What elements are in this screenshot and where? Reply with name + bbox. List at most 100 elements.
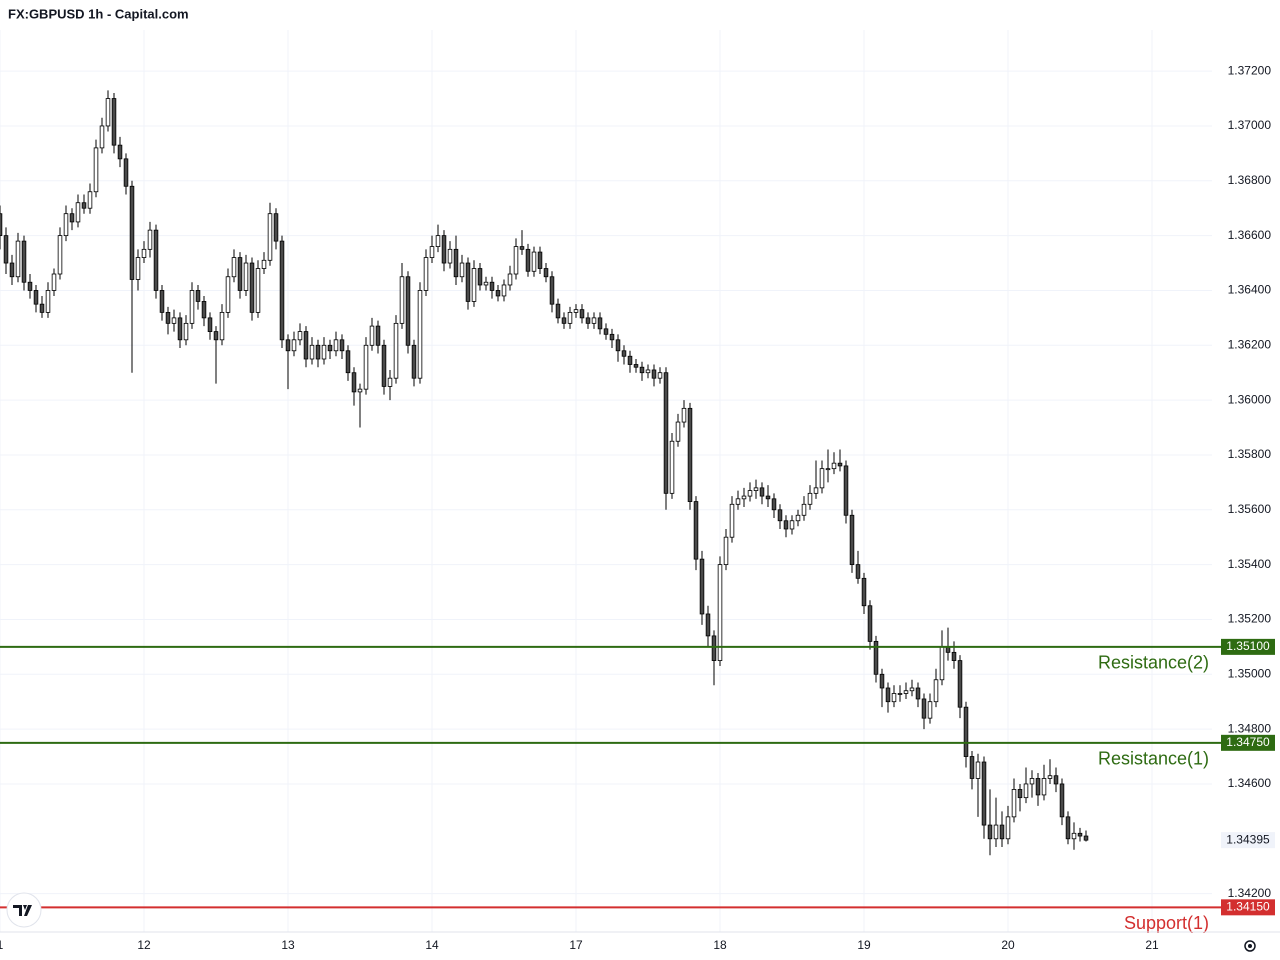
candle-body: [519, 246, 525, 250]
candle-body: [501, 284, 507, 297]
candle-body: [747, 490, 753, 497]
candle-body: [597, 317, 603, 330]
candle-body: [237, 257, 243, 291]
candle-body: [1083, 835, 1089, 841]
candle-body: [933, 679, 939, 703]
x-tick-label: 19: [857, 938, 871, 952]
candle-body: [837, 462, 843, 467]
candle-body: [963, 706, 969, 757]
candle-body: [759, 487, 765, 497]
candle-body: [807, 492, 813, 505]
candle-body: [273, 213, 279, 242]
candle-body: [639, 366, 645, 374]
candle-body: [39, 303, 45, 313]
candle-body: [771, 498, 777, 511]
level-name: Resistance(2): [1098, 653, 1209, 673]
y-tick-label: 1.34200: [1228, 886, 1272, 900]
level-name: Resistance(1): [1098, 749, 1209, 769]
candle-body: [417, 290, 423, 379]
candle-body: [1077, 832, 1083, 837]
candle-body: [471, 268, 477, 302]
candle-body: [603, 328, 609, 335]
candle-body: [609, 333, 615, 341]
candle-body: [243, 262, 249, 291]
candle-body: [495, 290, 501, 297]
grid: [0, 30, 1212, 932]
candle-body: [453, 248, 459, 278]
candle-body: [1011, 789, 1017, 818]
candle-body: [627, 355, 633, 365]
candle-body: [99, 125, 105, 149]
candle-body: [513, 246, 519, 275]
candle-body: [1029, 778, 1035, 785]
candle-body: [525, 248, 531, 272]
candle-body: [477, 268, 483, 286]
candle-body: [861, 577, 867, 607]
candle-body: [195, 290, 201, 302]
candle-body: [867, 605, 873, 642]
candle-body: [435, 235, 441, 247]
level-tag-label: 1.34150: [1226, 899, 1270, 913]
candle-body: [681, 407, 687, 423]
candle-body: [669, 440, 675, 494]
candle-body: [0, 213, 3, 237]
candle-body: [261, 259, 267, 269]
y-tick-label: 1.35800: [1228, 447, 1272, 461]
candle-body: [189, 290, 195, 324]
candle-body: [687, 407, 693, 502]
y-tick-label: 1.36400: [1228, 283, 1272, 297]
candle-body: [399, 276, 405, 324]
candle-body: [1059, 783, 1065, 818]
candle-body: [57, 235, 63, 275]
candle-body: [465, 262, 471, 302]
candle-body: [171, 317, 177, 324]
candle-body: [813, 487, 819, 494]
x-tick-label: 1: [0, 938, 4, 952]
candle-body: [69, 213, 75, 223]
candle-body: [1017, 789, 1023, 799]
candle-body: [543, 268, 549, 278]
candle-body: [705, 613, 711, 637]
candle-body: [159, 290, 165, 313]
level-tag: [1221, 638, 1275, 655]
x-tick-label: 12: [137, 938, 151, 952]
x-tick-label: 18: [713, 938, 727, 952]
candle-body: [87, 191, 93, 209]
candle-body: [489, 281, 495, 291]
candle-body: [621, 350, 627, 357]
settings-icon[interactable]: [1244, 940, 1256, 952]
candle-body: [297, 331, 303, 341]
candle-body: [447, 248, 453, 264]
candle-body: [183, 322, 189, 341]
candle-body: [921, 698, 927, 719]
y-tick-label: 1.37200: [1228, 63, 1272, 77]
candle-body: [795, 514, 801, 522]
candle-body: [249, 262, 255, 313]
candle-body: [777, 509, 783, 522]
candle-body: [765, 495, 771, 500]
candle-body: [357, 388, 363, 393]
y-tick-label: 1.34800: [1228, 721, 1272, 735]
candle-body: [507, 273, 513, 286]
logo: [6, 892, 42, 928]
candle-body: [267, 213, 273, 261]
candle-body: [33, 290, 39, 305]
candle-body: [1053, 775, 1059, 785]
candle-body: [1035, 778, 1041, 796]
candle-body: [255, 268, 261, 313]
level-tag-label: 1.34750: [1226, 735, 1270, 749]
candle-body: [969, 756, 975, 779]
candle-body: [1023, 783, 1029, 799]
candle-body: [27, 281, 33, 291]
candle-body: [939, 646, 945, 681]
candle-body: [819, 468, 825, 489]
candle-body: [735, 498, 741, 505]
candle-body: [1065, 816, 1071, 840]
candle-body: [429, 246, 435, 258]
candle-body: [219, 311, 225, 341]
y-tick-label: 1.37000: [1228, 118, 1272, 132]
candle-body: [645, 369, 651, 374]
candle-body: [333, 339, 339, 352]
candle-body: [579, 309, 585, 319]
candle-body: [657, 372, 663, 379]
